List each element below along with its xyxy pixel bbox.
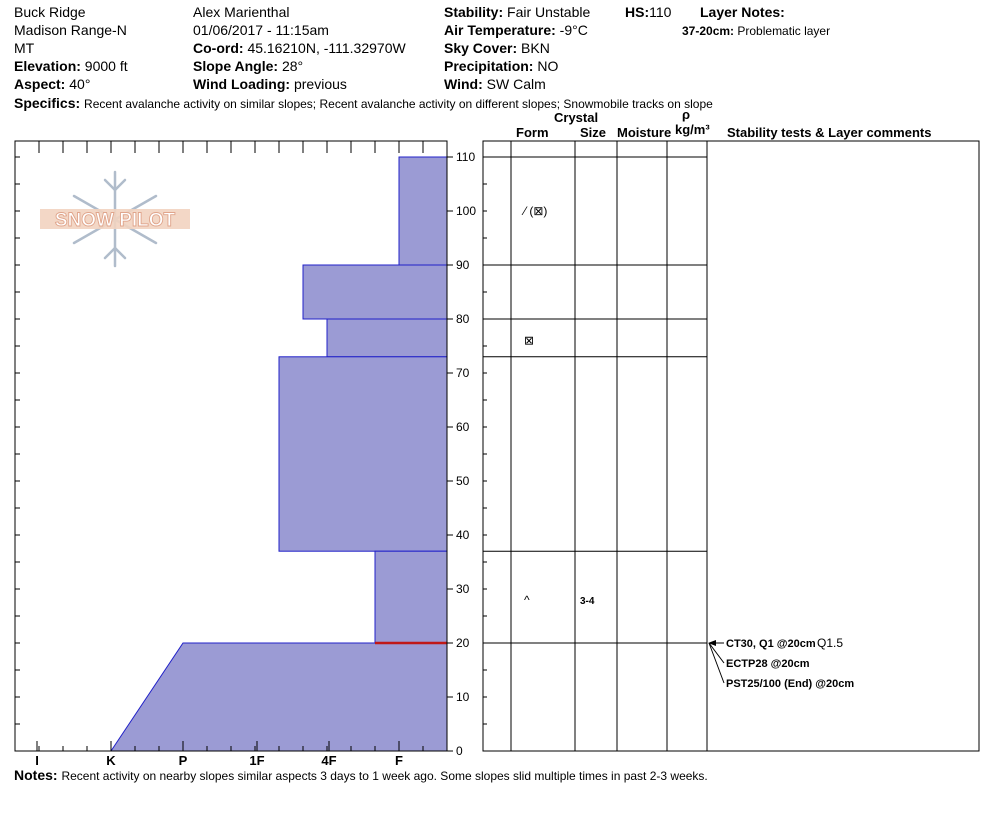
col-header-density-unit: kg/m³ [675,122,710,137]
hardness-layer [110,642,448,752]
stability-test: ECTP28 @20cm [726,658,810,670]
air-temp-value: -9°C [559,22,588,38]
hs-value: 110 [649,4,672,20]
elevation-value: 9000 ft [84,58,128,74]
sky-value: BKN [521,40,550,56]
hardness-tick-label: 4F [321,753,336,768]
hardness-tick-label: I [35,753,39,768]
elevation-row: Elevation: 9000 ft [14,58,128,74]
height-tick-label: 20 [456,636,470,650]
snowpilot-logo: SNOW PILOT [40,170,190,268]
sky-row: Sky Cover: BKN [444,40,550,56]
observer-name: Alex Marienthal [193,4,290,20]
aspect-label: Aspect: [14,76,66,92]
hardness-tick-label: F [395,753,403,768]
specifics-row: Specifics: Recent avalanche activity on … [14,95,713,112]
wind-loading-value: previous [293,76,347,92]
layer-note-row: 37-20cm: Problematic layer [682,23,830,39]
slope-row: Slope Angle: 28° [193,58,303,74]
col-header-moisture: Moisture [617,125,672,140]
height-tick-label: 50 [456,474,470,488]
stability-label: Stability: [444,4,504,20]
stability-value: Fair Unstable [507,4,591,20]
crystal-size: 3-4 [580,596,595,607]
hardness-layer [374,550,448,644]
specifics-label: Specifics: [14,95,81,111]
wind-label: Wind: [444,76,483,92]
height-tick-label: 70 [456,366,470,380]
height-tick-label: 60 [456,420,470,434]
stability-test-pointer [708,642,725,664]
precip-label: Precipitation: [444,58,534,74]
height-tick-label: 90 [456,258,470,272]
hardness-tick-label: K [106,753,116,768]
height-tick-label: 100 [456,204,476,218]
range-name: Madison Range-N [14,22,127,38]
wind-loading-label: Wind Loading: [193,76,291,92]
logo-text: SNOW PILOT [55,210,176,231]
coord-value: 45.16210N, -111.32970W [247,40,406,56]
hardness-layer [278,356,448,552]
wind-loading-row: Wind Loading: previous [193,76,347,92]
air-temp-label: Air Temperature: [444,22,556,38]
notes-label: Notes: [14,767,58,783]
hs-label: HS: [625,4,650,20]
specifics-text: Recent avalanche activity on similar slo… [84,97,713,111]
coord-row: Co-ord: 45.16210N, -111.32970W [193,40,406,56]
wind-row: Wind: SW Calm [444,76,546,92]
precip-value: NO [537,58,559,74]
stability-row: Stability: Fair Unstable [444,4,590,20]
height-tick-label: 40 [456,528,470,542]
height-tick-label: 0 [456,744,463,758]
location-name: Buck Ridge [14,4,86,20]
notes-text: Recent activity on nearby slopes similar… [61,769,708,783]
hardness-layer [398,156,448,266]
stability-test: PST25/100 (End) @20cm [726,678,854,690]
table-frame [482,140,980,752]
crystal-form-symbol: ⊠ [524,334,534,348]
hs-row: HS:110 [625,4,671,20]
col-header-rho: ρ [682,107,691,122]
hardness-layer [302,264,448,320]
coord-label: Co-ord: [193,40,244,56]
col-header-form: Form [516,125,549,140]
stability-arrow [708,640,716,646]
slope-value: 28° [281,58,304,74]
stability-test-extra: Q1.5 [817,636,843,650]
elevation-label: Elevation: [14,58,81,74]
height-tick-label: 110 [456,150,475,164]
layer-note-depth: 37-20cm: [682,24,735,38]
layer-notes-label: Layer Notes: [700,4,785,20]
slope-label: Slope Angle: [193,58,279,74]
aspect-row: Aspect: 40° [14,76,90,92]
hardness-tick-label: 1F [249,753,264,768]
layer-note-text: Problematic layer [737,24,831,38]
col-header-size: Size [580,125,607,140]
height-tick-label: 10 [456,690,470,704]
crystal-form-symbol: ^ [524,593,530,607]
hardness-tick-label: P [179,753,188,768]
col-header-stability: Stability tests & Layer comments [727,125,932,140]
air-temp-row: Air Temperature: -9°C [444,22,588,38]
col-header-crystal: Crystal [554,110,599,125]
sky-label: Sky Cover: [444,40,518,56]
aspect-value: 40° [69,76,91,92]
stability-test: CT30, Q1 @20cm [726,638,816,650]
notes-row: Notes: Recent activity on nearby slopes … [14,767,708,784]
wind-value: SW Calm [486,76,546,92]
height-tick-label: 80 [456,312,470,326]
hardness-layer [326,318,448,358]
observation-datetime: 01/06/2017 - 11:15am [193,22,329,38]
precip-row: Precipitation: NO [444,58,558,74]
state-name: MT [14,40,35,56]
height-tick-label: 30 [456,582,470,596]
stability-test-pointer [708,642,725,684]
crystal-form-symbol: ⁄ (⊠) [521,204,547,218]
